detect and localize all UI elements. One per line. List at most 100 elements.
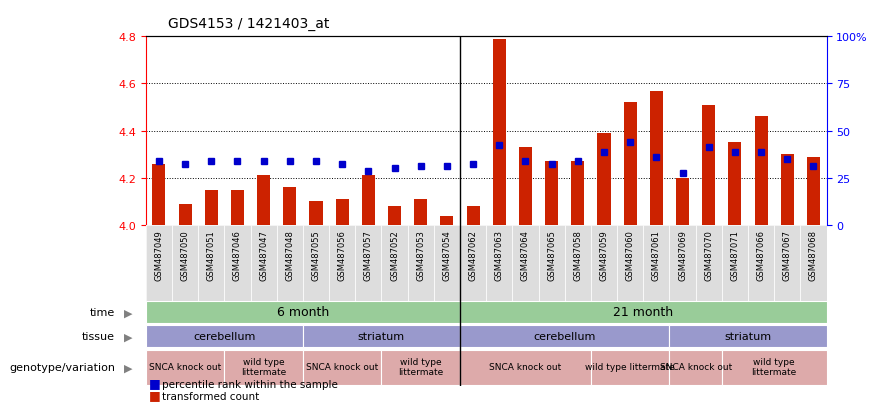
Bar bbox=[415, 199, 427, 225]
Text: SNCA knock out: SNCA knock out bbox=[490, 362, 561, 371]
Text: GSM487062: GSM487062 bbox=[469, 229, 477, 280]
Text: wild type littermate: wild type littermate bbox=[585, 362, 675, 371]
Bar bbox=[250, 225, 277, 301]
Bar bbox=[571, 162, 584, 225]
Bar bbox=[492, 40, 506, 225]
Text: GSM487063: GSM487063 bbox=[495, 229, 504, 280]
Bar bbox=[179, 204, 192, 225]
Text: SNCA knock out: SNCA knock out bbox=[659, 362, 732, 371]
Bar bbox=[382, 350, 460, 385]
Text: cerebellum: cerebellum bbox=[534, 331, 596, 341]
Text: transformed count: transformed count bbox=[162, 391, 259, 401]
Text: GSM487071: GSM487071 bbox=[730, 229, 739, 280]
Text: genotype/variation: genotype/variation bbox=[9, 362, 115, 372]
Text: GDS4153 / 1421403_at: GDS4153 / 1421403_at bbox=[168, 17, 330, 31]
Text: GSM487046: GSM487046 bbox=[233, 229, 242, 280]
Text: GSM487056: GSM487056 bbox=[338, 229, 347, 280]
Text: ▶: ▶ bbox=[124, 332, 133, 342]
Bar bbox=[519, 148, 532, 225]
Bar bbox=[538, 225, 565, 301]
Bar bbox=[172, 225, 198, 301]
Text: ■: ■ bbox=[149, 388, 160, 401]
Bar bbox=[440, 216, 453, 225]
Text: ▶: ▶ bbox=[124, 362, 133, 372]
Bar bbox=[728, 143, 742, 225]
Text: GSM487059: GSM487059 bbox=[599, 229, 608, 280]
Text: GSM487053: GSM487053 bbox=[416, 229, 425, 280]
Bar bbox=[355, 225, 382, 301]
Text: 6 month: 6 month bbox=[277, 306, 329, 319]
Text: GSM487054: GSM487054 bbox=[442, 229, 452, 280]
Bar bbox=[650, 91, 663, 225]
Bar bbox=[309, 202, 323, 225]
Bar bbox=[513, 225, 538, 301]
Bar bbox=[382, 225, 408, 301]
Bar bbox=[669, 350, 722, 385]
Text: GSM487064: GSM487064 bbox=[521, 229, 530, 280]
Text: GSM487057: GSM487057 bbox=[364, 229, 373, 280]
Text: ■: ■ bbox=[149, 376, 160, 389]
Text: GSM487058: GSM487058 bbox=[574, 229, 583, 280]
Bar bbox=[545, 162, 558, 225]
Text: striatum: striatum bbox=[724, 331, 772, 341]
Text: GSM487068: GSM487068 bbox=[809, 229, 818, 280]
Text: GSM487065: GSM487065 bbox=[547, 229, 556, 280]
Bar bbox=[807, 157, 820, 225]
Text: GSM487048: GSM487048 bbox=[286, 229, 294, 280]
Text: GSM487061: GSM487061 bbox=[652, 229, 661, 280]
Bar bbox=[669, 325, 827, 348]
Text: GSM487047: GSM487047 bbox=[259, 229, 268, 280]
Bar bbox=[434, 225, 460, 301]
Bar bbox=[598, 134, 611, 225]
Text: GSM487060: GSM487060 bbox=[626, 229, 635, 280]
Bar bbox=[676, 178, 690, 225]
Bar bbox=[329, 225, 355, 301]
Bar bbox=[146, 302, 460, 324]
Bar bbox=[303, 350, 382, 385]
Bar bbox=[486, 225, 513, 301]
Text: GSM487052: GSM487052 bbox=[390, 229, 399, 280]
Bar bbox=[774, 225, 800, 301]
Bar bbox=[644, 225, 669, 301]
Bar bbox=[277, 225, 303, 301]
Text: striatum: striatum bbox=[358, 331, 405, 341]
Bar bbox=[669, 225, 696, 301]
Bar bbox=[257, 176, 271, 225]
Bar bbox=[198, 225, 225, 301]
Bar bbox=[623, 103, 636, 225]
Bar bbox=[755, 117, 767, 225]
Bar bbox=[467, 206, 480, 225]
Bar bbox=[800, 225, 827, 301]
Bar bbox=[408, 225, 434, 301]
Bar bbox=[146, 225, 172, 301]
Text: wild type
littermate: wild type littermate bbox=[751, 357, 796, 376]
Text: cerebellum: cerebellum bbox=[194, 331, 255, 341]
Bar bbox=[225, 225, 250, 301]
Text: wild type
littermate: wild type littermate bbox=[398, 357, 444, 376]
Text: ▶: ▶ bbox=[124, 308, 133, 318]
Bar bbox=[460, 302, 827, 324]
Bar bbox=[781, 155, 794, 225]
Text: GSM487055: GSM487055 bbox=[311, 229, 321, 280]
Text: GSM487051: GSM487051 bbox=[207, 229, 216, 280]
Bar bbox=[152, 164, 165, 225]
Bar bbox=[336, 199, 349, 225]
Bar bbox=[591, 350, 669, 385]
Text: time: time bbox=[89, 308, 115, 318]
Bar bbox=[702, 105, 715, 225]
Bar bbox=[591, 225, 617, 301]
Bar bbox=[460, 350, 591, 385]
Text: 21 month: 21 month bbox=[613, 306, 674, 319]
Bar bbox=[205, 190, 217, 225]
Bar bbox=[617, 225, 644, 301]
Bar bbox=[565, 225, 591, 301]
Bar bbox=[303, 225, 329, 301]
Bar bbox=[146, 325, 303, 348]
Text: GSM487067: GSM487067 bbox=[782, 229, 792, 280]
Text: wild type
littermate: wild type littermate bbox=[241, 357, 286, 376]
Text: GSM487049: GSM487049 bbox=[155, 229, 164, 280]
Text: GSM487066: GSM487066 bbox=[757, 229, 766, 280]
Bar bbox=[722, 350, 827, 385]
Text: SNCA knock out: SNCA knock out bbox=[149, 362, 221, 371]
Bar bbox=[460, 325, 669, 348]
